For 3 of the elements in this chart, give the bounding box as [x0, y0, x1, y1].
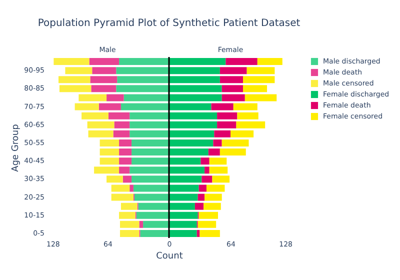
x-axis-title: Count	[156, 252, 184, 262]
y-axis-title: Age Group	[11, 124, 22, 172]
chart-title: Population Pyramid Plot of Synthetic Patient Dataset	[38, 18, 300, 29]
